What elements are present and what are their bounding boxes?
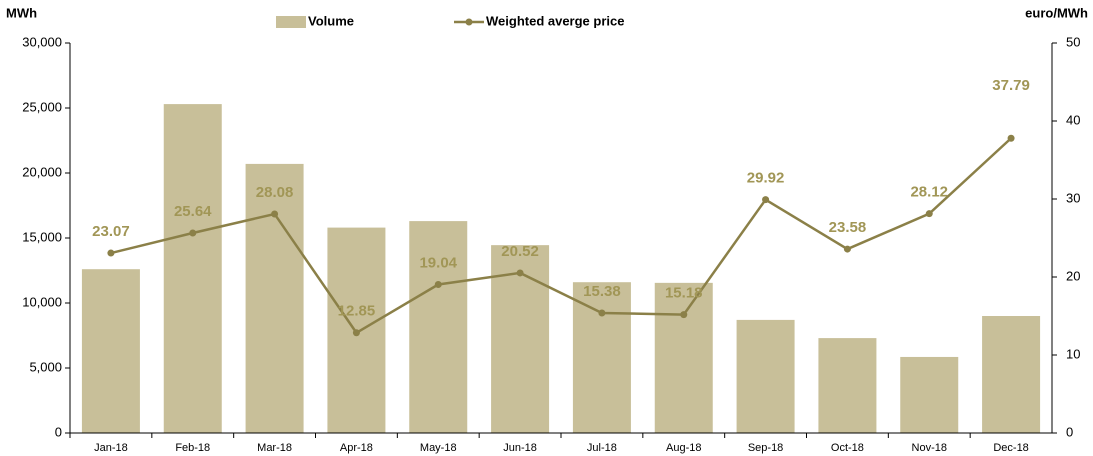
x-tick-label: Aug-18 (666, 442, 701, 454)
bar (163, 104, 222, 433)
data-label: 28.12 (910, 184, 948, 201)
line (110, 137, 1012, 335)
x-tick-label: Mar-18 (257, 442, 292, 454)
data-label: 15.18 (665, 285, 703, 302)
legend-marker (465, 18, 473, 26)
x-tick-label: Sep-18 (748, 442, 783, 454)
bar (572, 282, 631, 433)
x-tick-label: Jun-18 (503, 442, 537, 454)
data-label: 28.08 (256, 184, 294, 201)
point (107, 249, 115, 257)
y-tick-label: 15,000 (22, 229, 62, 244)
data-label: 23.58 (829, 219, 867, 236)
data-label: 19.04 (419, 254, 457, 271)
data-label: 25.64 (174, 203, 212, 220)
legend-label: Volume (308, 13, 354, 28)
point (598, 309, 606, 317)
y-tick-label: 20,000 (22, 164, 62, 179)
point (1007, 134, 1015, 142)
x-tick-label: May-18 (420, 442, 457, 454)
bar (900, 356, 959, 433)
bar (409, 221, 468, 433)
data-label: 15.38 (583, 283, 621, 300)
y2-tick-label: 40 (1066, 112, 1080, 127)
bar (736, 319, 795, 433)
y-tick-label: 10,000 (22, 294, 62, 309)
data-label: 12.85 (338, 303, 376, 320)
y2-tick-label: 10 (1066, 346, 1080, 361)
data-label: 37.79 (992, 77, 1030, 94)
bar (654, 282, 713, 433)
data-label: 23.07 (92, 223, 130, 240)
x-tick-label: Oct-18 (831, 442, 864, 454)
point (434, 280, 442, 288)
point (352, 329, 360, 337)
data-label: 20.52 (501, 243, 539, 260)
y-tick-label: 5,000 (29, 359, 62, 374)
point (189, 229, 197, 237)
bar (81, 269, 140, 433)
x-tick-label: Jul-18 (587, 442, 617, 454)
x-tick-label: Dec-18 (993, 442, 1028, 454)
point (271, 210, 279, 218)
point (925, 210, 933, 218)
y-tick-label: 25,000 (22, 99, 62, 114)
y2-axis-label: euro/MWh (1025, 5, 1088, 20)
x-tick-label: Feb-18 (175, 442, 210, 454)
y2-tick-label: 0 (1066, 424, 1073, 439)
y2-tick-label: 50 (1066, 34, 1080, 49)
legend-label: Weighted averge price (486, 13, 624, 28)
y2-tick-label: 30 (1066, 190, 1080, 205)
bar (818, 338, 877, 433)
x-tick-label: Apr-18 (340, 442, 373, 454)
legend-swatch (276, 16, 306, 28)
bar (982, 316, 1041, 433)
data-label: 29.92 (747, 170, 785, 187)
y-tick-label: 0 (55, 424, 62, 439)
x-tick-label: Jan-18 (94, 442, 128, 454)
point (843, 245, 851, 253)
point (762, 196, 770, 204)
x-tick-label: Nov-18 (912, 442, 947, 454)
y-tick-label: 30,000 (22, 34, 62, 49)
bar (245, 163, 304, 433)
point (680, 311, 688, 319)
y-axis-label: MWh (6, 5, 37, 20)
point (516, 269, 524, 277)
y2-tick-label: 20 (1066, 268, 1080, 283)
